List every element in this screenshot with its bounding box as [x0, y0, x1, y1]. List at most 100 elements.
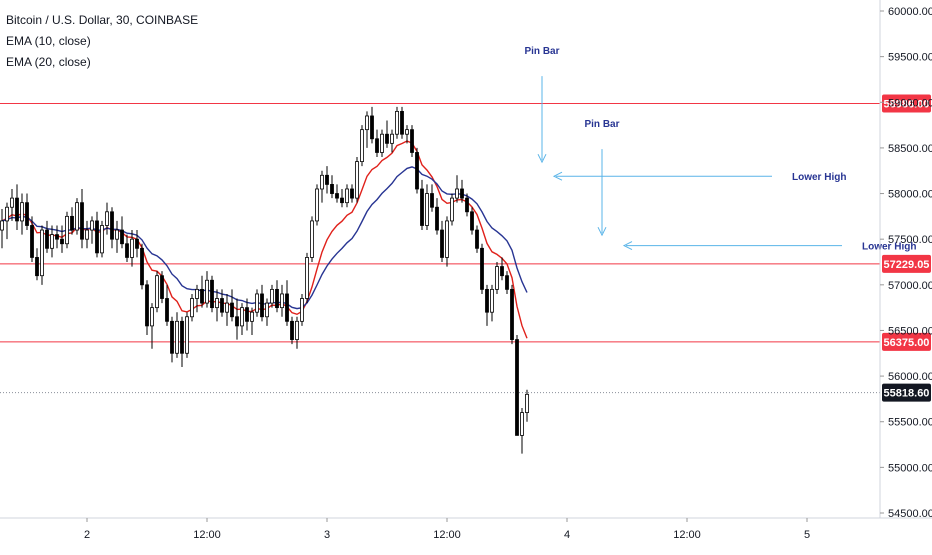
candle-body[interactable] [330, 184, 334, 194]
candle-body[interactable] [10, 197, 14, 208]
candle-body[interactable] [40, 229, 44, 277]
candle-body[interactable] [30, 225, 34, 258]
candle-body[interactable] [425, 193, 429, 226]
candle-body[interactable] [515, 339, 519, 436]
candle-body[interactable] [485, 288, 489, 313]
candle-body[interactable] [205, 279, 209, 304]
candle-body[interactable] [340, 197, 344, 204]
candle-body[interactable] [430, 193, 434, 208]
candle-body[interactable] [275, 288, 279, 309]
candle-body[interactable] [495, 266, 499, 290]
candle-body[interactable] [225, 302, 229, 313]
candle-body[interactable] [440, 229, 444, 258]
candle-body[interactable] [55, 234, 59, 240]
candle-body[interactable] [160, 275, 164, 299]
candle-body[interactable] [500, 266, 504, 277]
candle-body[interactable] [135, 238, 139, 249]
candle-body[interactable] [235, 316, 239, 327]
candle-body[interactable] [325, 174, 329, 185]
candle-body[interactable] [105, 211, 109, 226]
candle-body[interactable] [375, 138, 379, 153]
candle-body[interactable] [355, 161, 359, 199]
candle-body[interactable] [480, 247, 484, 290]
candle-body[interactable] [295, 320, 299, 340]
candle-body[interactable] [460, 188, 464, 199]
candle-body[interactable] [175, 320, 179, 354]
candle-body[interactable] [395, 111, 399, 135]
candle-body[interactable] [405, 129, 409, 135]
candle-body[interactable] [385, 133, 389, 144]
candle-body[interactable] [445, 220, 449, 258]
candle-body[interactable] [90, 220, 94, 231]
candle-body[interactable] [245, 307, 249, 322]
candle-body[interactable] [140, 247, 144, 286]
candle-body[interactable] [0, 220, 4, 231]
candle-body[interactable] [5, 206, 9, 222]
candle-body[interactable] [15, 197, 19, 222]
candle-body[interactable] [505, 275, 509, 290]
candle-body[interactable] [45, 229, 49, 249]
candle-body[interactable] [240, 307, 244, 327]
candle-body[interactable] [520, 412, 524, 436]
candle-body[interactable] [95, 220, 99, 254]
candle-body[interactable] [20, 202, 24, 222]
candle-body[interactable] [450, 197, 454, 222]
candle-body[interactable] [420, 188, 424, 226]
candle-body[interactable] [120, 229, 124, 245]
candle-body[interactable] [145, 284, 149, 327]
candle-body[interactable] [290, 320, 294, 340]
candle-body[interactable] [65, 215, 69, 245]
candle-body[interactable] [455, 188, 459, 199]
candle-body[interactable] [185, 316, 189, 354]
candle-body[interactable] [365, 115, 369, 131]
candle-body[interactable] [75, 202, 79, 231]
candle-body[interactable] [165, 298, 169, 322]
candle-body[interactable] [85, 229, 89, 240]
candle-body[interactable] [525, 393, 529, 414]
candle-body[interactable] [435, 206, 439, 231]
candle-body[interactable] [190, 298, 194, 318]
candle-body[interactable] [220, 298, 224, 313]
candle-body[interactable] [465, 197, 469, 213]
candle-body[interactable] [510, 288, 514, 340]
candle-body[interactable] [490, 288, 494, 313]
candle-body[interactable] [370, 115, 374, 140]
candle-body[interactable] [360, 129, 364, 162]
candle-body[interactable] [280, 293, 284, 309]
candle-body[interactable] [230, 302, 234, 318]
candle-body[interactable] [210, 279, 214, 309]
candle-body[interactable] [35, 257, 39, 277]
candle-body[interactable] [260, 293, 264, 318]
candle-body[interactable] [70, 215, 74, 231]
candle-body[interactable] [25, 202, 29, 226]
candle-body[interactable] [170, 320, 174, 354]
candle-body[interactable] [130, 238, 134, 258]
candle-body[interactable] [250, 311, 254, 322]
candle-body[interactable] [345, 188, 349, 204]
candle-body[interactable] [390, 133, 394, 144]
candle-body[interactable] [470, 211, 474, 231]
candle-body[interactable] [300, 298, 304, 322]
candle-body[interactable] [270, 288, 274, 304]
candle-body[interactable] [50, 234, 54, 249]
candle-body[interactable] [320, 174, 324, 190]
candle-body[interactable] [115, 229, 119, 240]
candle-body[interactable] [125, 243, 129, 258]
candle-body[interactable] [80, 202, 84, 240]
candle-body[interactable] [335, 193, 339, 199]
candle-body[interactable] [100, 225, 104, 254]
candle-body[interactable] [215, 298, 219, 309]
candle-body[interactable] [305, 257, 309, 299]
candle-body[interactable] [310, 220, 314, 258]
candle-body[interactable] [265, 302, 269, 318]
candle-body[interactable] [195, 288, 199, 299]
candle-body[interactable] [315, 188, 319, 222]
candle-body[interactable] [255, 293, 259, 313]
candle-body[interactable] [475, 229, 479, 249]
candle-body[interactable] [380, 133, 384, 153]
candle-body[interactable] [410, 129, 414, 153]
candle-body[interactable] [110, 211, 114, 240]
candle-body[interactable] [150, 307, 154, 327]
